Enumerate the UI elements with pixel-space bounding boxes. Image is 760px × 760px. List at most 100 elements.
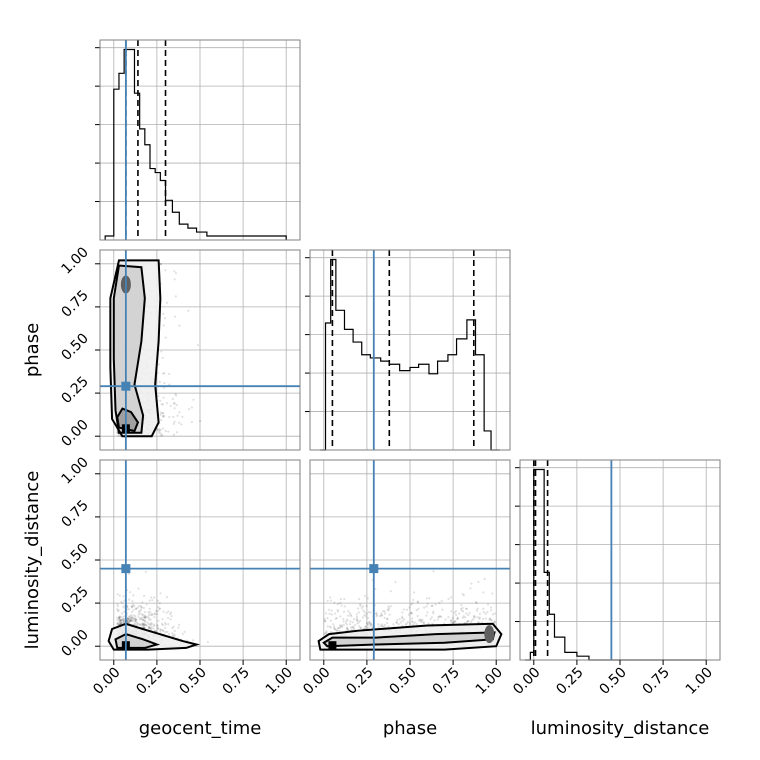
scatter-point [459, 607, 463, 610]
scatter-point [150, 626, 153, 629]
scatter-point [328, 612, 331, 615]
scatter-point [412, 591, 416, 594]
scatter-point [122, 619, 126, 623]
scatter-point [478, 616, 481, 619]
scatter-point [173, 270, 176, 273]
scatter-point [484, 617, 487, 620]
scatter-point [128, 617, 132, 620]
contour-line-1 [112, 264, 146, 434]
scatter-point [410, 612, 413, 615]
scatter-point [366, 622, 369, 625]
scatter-point [477, 580, 480, 584]
scatter-point [345, 626, 349, 629]
scatter-point [116, 608, 119, 611]
scatter-point [387, 605, 390, 608]
scatter-point [143, 594, 146, 597]
scatter-point [436, 618, 440, 621]
scatter-point [162, 324, 165, 327]
scatter-point [486, 610, 489, 614]
scatter-point [342, 620, 345, 623]
scatter-point [164, 430, 167, 433]
scatter-point [365, 604, 368, 608]
scatter-point [129, 591, 132, 594]
scatter-point [397, 623, 400, 626]
scatter-point [141, 618, 144, 621]
scatter-point [163, 381, 166, 385]
scatter-point [340, 624, 343, 627]
scatter-point [134, 619, 137, 622]
scatter-point [333, 625, 336, 628]
scatter-point [142, 623, 145, 626]
scatter-point [156, 626, 160, 630]
ytick-label: 1.00 [58, 244, 91, 277]
scatter-point [119, 621, 123, 624]
scatter-point [116, 609, 119, 612]
ytick-label: 0.00 [58, 417, 91, 450]
scatter-point [401, 619, 404, 623]
scatter-point [417, 607, 420, 610]
scatter-point [118, 623, 122, 626]
scatter-point [401, 617, 404, 620]
scatter-point [478, 612, 481, 615]
scatter-point [118, 594, 121, 597]
scatter-point [116, 593, 119, 596]
scatter-point [133, 623, 136, 626]
scatter-point [464, 616, 467, 619]
scatter-point [449, 619, 453, 622]
scatter-point [158, 380, 161, 384]
xtick-label: 1.00 [683, 664, 716, 697]
scatter-point [173, 633, 176, 636]
scatter-point [150, 596, 153, 599]
scatter-point [172, 402, 176, 405]
panel-border [309, 249, 511, 451]
scatter-point [328, 596, 332, 599]
scatter-point [137, 587, 140, 590]
scatter-point [339, 601, 342, 605]
scatter-point [325, 631, 328, 634]
scatter-point [364, 625, 367, 629]
scatter-point [490, 609, 493, 612]
scatter-point [361, 616, 365, 619]
scatter-point [117, 617, 121, 620]
scatter-point [144, 615, 147, 618]
scatter-point [146, 621, 149, 624]
scatter-point [323, 632, 327, 636]
scatter-point [118, 617, 121, 620]
scatter-point [341, 625, 344, 628]
scatter-point [137, 611, 140, 614]
scatter-point [159, 428, 162, 432]
scatter-point [116, 618, 119, 622]
scatter-point [380, 625, 383, 628]
ytick-label: 0.00 [58, 627, 91, 660]
scatter-point [177, 623, 181, 626]
contour-line-0 [317, 622, 503, 651]
scatter-point [141, 622, 145, 625]
scatter-point [173, 629, 176, 633]
scatter-point [336, 603, 339, 606]
scatter-point [174, 392, 177, 396]
scatter-point [137, 622, 140, 625]
scatter-point [383, 624, 387, 627]
xtick-label: 0.00 [300, 664, 333, 697]
scatter-point [489, 606, 493, 609]
scatter-point [461, 610, 465, 613]
scatter-point [491, 613, 494, 616]
scatter-point [346, 627, 349, 630]
scatter-point [337, 627, 340, 630]
scatter-point [159, 262, 162, 266]
scatter-point [352, 626, 355, 630]
scatter-point [159, 630, 162, 633]
contour-line-0 [107, 622, 201, 651]
scatter-point [118, 616, 122, 619]
scatter-point [354, 623, 357, 627]
scatter-point [156, 624, 159, 627]
histogram-step-geocent_time [104, 48, 287, 240]
scatter-point [127, 616, 130, 619]
scatter-point [345, 623, 349, 626]
scatter-point [425, 614, 428, 617]
scatter-point [466, 620, 469, 623]
scatter-point [150, 612, 154, 616]
scatter-point [493, 620, 496, 623]
truth-marker [121, 564, 131, 574]
scatter-point [164, 269, 167, 272]
